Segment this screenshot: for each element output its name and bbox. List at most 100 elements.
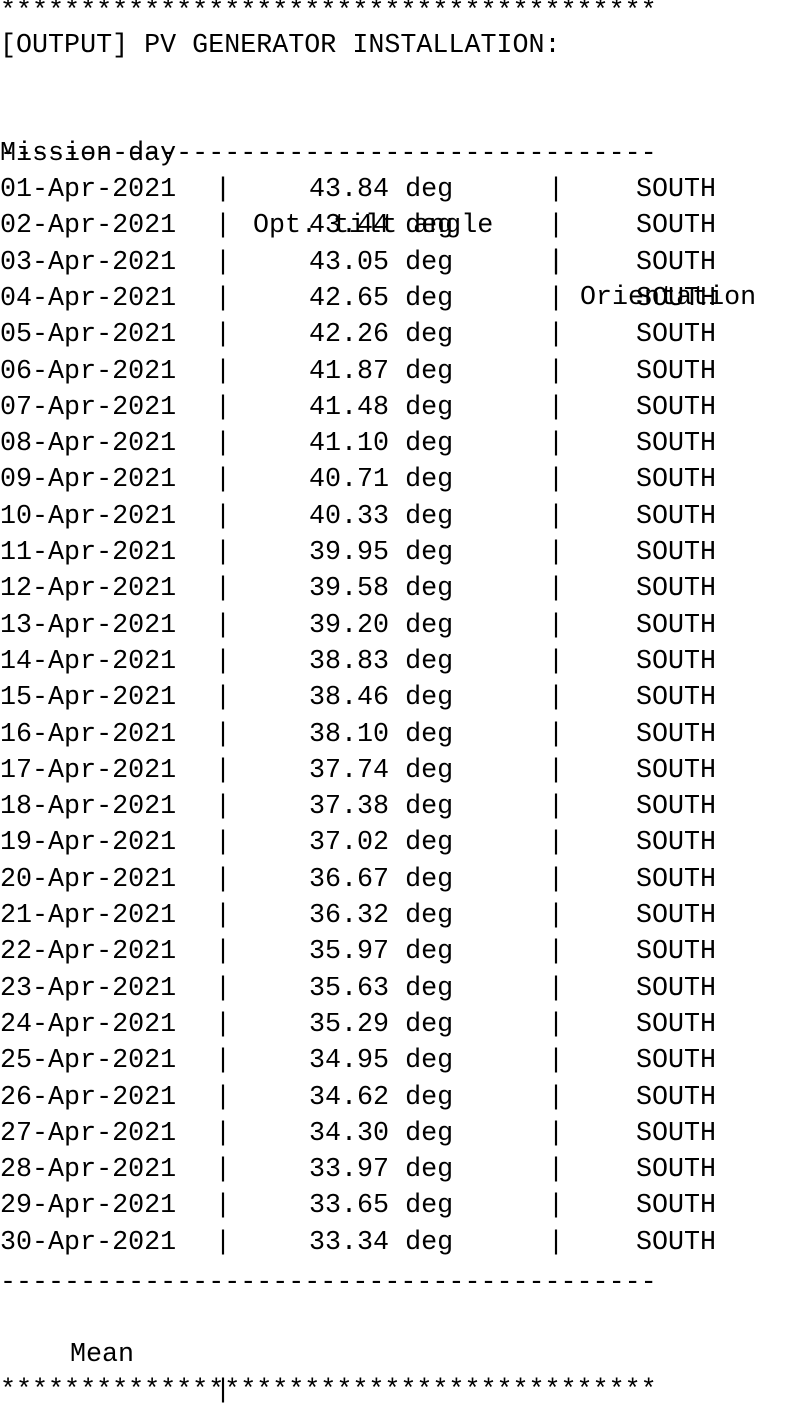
orientation-cell: SOUTH — [636, 937, 717, 968]
tilt-angle-cell: 38.46 deg — [309, 683, 454, 714]
tilt-angle-cell: 34.30 deg — [309, 1118, 454, 1149]
column-separator: | — [215, 1155, 232, 1186]
mission-day-cell: 12-Apr-2021 — [0, 574, 177, 605]
column-separator: | — [215, 501, 232, 532]
column-separator: | — [548, 828, 565, 859]
orientation-cell: SOUTH — [636, 828, 717, 859]
orientation-cell: SOUTH — [636, 283, 717, 314]
tilt-angle-cell: 35.63 deg — [309, 973, 454, 1004]
column-separator: | — [215, 1082, 232, 1113]
table-row: 30-Apr-2021 | 33.34 deg | SOUTH — [0, 1225, 788, 1261]
mission-day-cell: 30-Apr-2021 — [0, 1227, 177, 1258]
column-separator: | — [548, 283, 565, 314]
column-separator: | — [548, 1191, 565, 1222]
column-separator: | — [548, 1046, 565, 1077]
mean-label: Mean — [70, 1340, 135, 1370]
column-separator: | — [215, 755, 232, 786]
table-row: 18-Apr-2021 | 37.38 deg | SOUTH — [0, 789, 788, 825]
tilt-angle-cell: 34.95 deg — [309, 1046, 454, 1077]
table-header: Mission day | Opt. tilt angle | Orientat… — [0, 100, 788, 313]
column-separator: | — [215, 828, 232, 859]
mission-day-cell: 06-Apr-2021 — [0, 356, 177, 387]
column-separator: | — [548, 1227, 565, 1258]
orientation-cell: SOUTH — [636, 1118, 717, 1149]
orientation-cell: SOUTH — [636, 610, 717, 641]
column-separator: | — [215, 574, 232, 605]
mission-day-cell: 20-Apr-2021 — [0, 864, 177, 895]
mission-day-cell: 28-Apr-2021 — [0, 1155, 177, 1186]
column-separator: | — [215, 1376, 232, 1406]
column-separator: | — [215, 1046, 232, 1077]
mission-day-cell: 18-Apr-2021 — [0, 792, 177, 823]
table-row: 26-Apr-2021 | 34.62 deg | SOUTH — [0, 1080, 788, 1116]
table-row: 03-Apr-2021 | 43.05 deg | SOUTH — [0, 245, 788, 281]
mission-day-cell: 19-Apr-2021 — [0, 828, 177, 859]
column-separator: | — [548, 792, 565, 823]
orientation-cell: SOUTH — [636, 175, 717, 205]
mission-day-cell: 29-Apr-2021 — [0, 1191, 177, 1222]
column-separator: | — [548, 247, 565, 278]
table-row: 08-Apr-2021 | 41.10 deg | SOUTH — [0, 426, 788, 462]
tilt-angle-cell: 42.26 deg — [309, 320, 454, 351]
mission-day-cell: 03-Apr-2021 — [0, 247, 177, 278]
table-row: 25-Apr-2021 | 34.95 deg | SOUTH — [0, 1043, 788, 1079]
mission-day-cell: 02-Apr-2021 — [0, 211, 177, 242]
column-separator: | — [215, 283, 232, 314]
tilt-angle-cell: 41.48 deg — [309, 392, 454, 423]
orientation-cell: SOUTH — [636, 501, 717, 532]
table-row: 12-Apr-2021 | 39.58 deg | SOUTH — [0, 571, 788, 607]
orientation-cell: SOUTH — [636, 1046, 717, 1077]
table-row: 10-Apr-2021 | 40.33 deg | SOUTH — [0, 499, 788, 535]
column-separator: | — [215, 320, 232, 351]
table-row: 07-Apr-2021 | 41.48 deg | SOUTH — [0, 390, 788, 426]
table-row: 29-Apr-2021 | 33.65 deg | SOUTH — [0, 1188, 788, 1224]
table-row: 16-Apr-2021 | 38.10 deg | SOUTH — [0, 717, 788, 753]
column-separator: | — [215, 792, 232, 823]
mission-day-cell: 15-Apr-2021 — [0, 683, 177, 714]
mission-day-cell: 27-Apr-2021 — [0, 1118, 177, 1149]
tilt-angle-cell: 37.02 deg — [309, 828, 454, 859]
column-separator: | — [548, 320, 565, 351]
column-separator: | — [548, 973, 565, 1004]
tilt-angle-cell: 43.84 deg — [309, 175, 454, 205]
column-separator: | — [548, 465, 565, 496]
footer-rule: ----------------------------------------… — [0, 1268, 657, 1298]
orientation-cell: SOUTH — [636, 538, 717, 568]
column-separator: | — [548, 356, 565, 387]
mission-day-cell: 25-Apr-2021 — [0, 1046, 177, 1077]
column-separator: | — [215, 901, 232, 931]
column-separator: | — [215, 429, 232, 460]
orientation-cell: SOUTH — [636, 574, 717, 605]
mission-day-cell: 13-Apr-2021 — [0, 610, 177, 641]
column-separator: | — [548, 1118, 565, 1149]
output-title: [OUTPUT] PV GENERATOR INSTALLATION: — [0, 31, 561, 61]
orientation-cell: SOUTH — [636, 465, 717, 496]
tilt-angle-cell: 42.65 deg — [309, 283, 454, 314]
tilt-angle-cell: 35.97 deg — [309, 937, 454, 968]
header-separator: | — [548, 247, 565, 277]
table-row: 06-Apr-2021 | 41.87 deg | SOUTH — [0, 354, 788, 390]
orientation-cell: SOUTH — [636, 1155, 717, 1186]
table-row: 24-Apr-2021 | 35.29 deg | SOUTH — [0, 1007, 788, 1043]
column-separator: | — [548, 1082, 565, 1113]
mission-day-cell: 08-Apr-2021 — [0, 429, 177, 460]
header-rule: ----------------------------------------… — [0, 139, 657, 169]
orientation-cell: SOUTH — [636, 901, 717, 931]
mission-day-cell: 23-Apr-2021 — [0, 973, 177, 1004]
tilt-angle-cell: 41.87 deg — [309, 356, 454, 387]
orientation-cell: SOUTH — [636, 211, 717, 242]
table-row: 04-Apr-2021 | 42.65 deg | SOUTH — [0, 281, 788, 317]
tilt-angle-cell: 33.34 deg — [309, 1227, 454, 1258]
orientation-cell: SOUTH — [636, 683, 717, 714]
table-row: 14-Apr-2021 | 38.83 deg | SOUTH — [0, 644, 788, 680]
tilt-angle-cell: 43.44 deg — [309, 211, 454, 242]
tilt-angle-cell: 37.38 deg — [309, 792, 454, 823]
tilt-angle-cell: 33.65 deg — [309, 1191, 454, 1222]
mission-day-cell: 07-Apr-2021 — [0, 392, 177, 423]
column-separator: | — [215, 1118, 232, 1149]
mission-day-cell: 17-Apr-2021 — [0, 755, 177, 786]
column-separator: | — [215, 683, 232, 714]
column-separator: | — [215, 973, 232, 1004]
table-row: 15-Apr-2021 | 38.46 deg | SOUTH — [0, 680, 788, 716]
orientation-cell: SOUTH — [636, 973, 717, 1004]
